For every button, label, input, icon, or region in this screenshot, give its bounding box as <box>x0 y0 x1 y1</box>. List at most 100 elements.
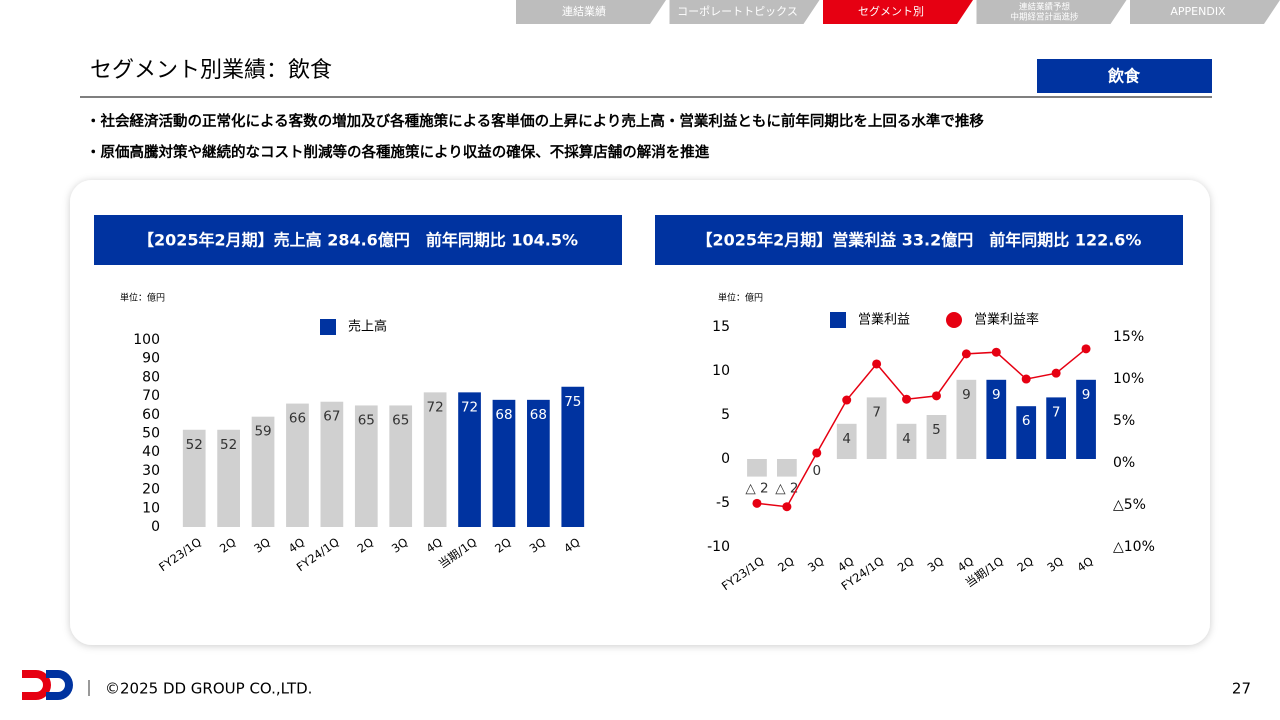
y2-tick-label: 0% <box>1113 455 1135 471</box>
logo <box>22 670 73 700</box>
value-label: △ 2 <box>775 481 798 497</box>
nav-tab <box>976 0 1127 24</box>
bar <box>182 429 206 527</box>
bar <box>1046 397 1066 459</box>
tag-box <box>1037 59 1212 93</box>
line-point <box>1051 368 1061 378</box>
value-label: 4 <box>842 431 851 447</box>
line-point <box>991 347 1001 357</box>
bullet: ・原価高騰対策や継続的なコスト削減等の各種施策により収益の確保、不採算店舗の解消… <box>86 143 710 161</box>
value-label: 59 <box>254 424 271 440</box>
line-point <box>752 498 762 508</box>
y2-tick-label: 5% <box>1113 413 1135 429</box>
value-label: 0 <box>812 463 821 479</box>
y-tick-label: 15 <box>712 319 730 335</box>
legend-swatch <box>320 319 336 335</box>
chart-title: 【2025年2月期】売上高 284.6億円 前年同期比 104.5% <box>138 231 578 250</box>
bar <box>458 392 481 527</box>
nav-tab-label: 中期経営計画進捗 <box>1010 12 1079 23</box>
nav-tab <box>823 0 973 24</box>
bar <box>986 379 1007 459</box>
unit-label: 単位：億円 <box>718 292 763 304</box>
bar <box>423 392 447 527</box>
y-tick-label: 10 <box>142 500 160 516</box>
bullet: ・社会経済活動の正常化による客数の増加及び各種施策による客単価の上昇により売上高… <box>86 112 984 130</box>
y-tick-label: -10 <box>707 539 730 555</box>
copyright: ©2025 DD GROUP CO.,LTD. <box>105 680 312 698</box>
bar <box>286 403 309 527</box>
bar <box>389 405 413 527</box>
bar <box>561 386 585 527</box>
y-tick-label: 20 <box>142 482 160 498</box>
value-label: 72 <box>461 399 478 415</box>
y-tick-label: 30 <box>142 463 160 479</box>
nav-tab-label: 連結業績 <box>562 4 606 18</box>
nav-tab-label: コーポレートトピックス <box>677 5 798 18</box>
y2-tick-label: 15% <box>1113 329 1144 345</box>
value-label: 67 <box>323 409 340 425</box>
line <box>756 348 1087 508</box>
legend-label: 売上高 <box>348 319 387 335</box>
bar <box>896 423 917 459</box>
value-label: 52 <box>220 437 237 453</box>
nav-tab-label: 連結業績予想 <box>1019 2 1071 13</box>
bar <box>866 397 887 459</box>
line-point <box>872 359 882 369</box>
chart-header <box>94 215 622 265</box>
line-point <box>782 502 792 512</box>
y-tick-label: 10 <box>712 363 730 379</box>
value-label: 9 <box>992 387 1001 403</box>
page-title: セグメント別業績：飲食 <box>90 58 332 83</box>
line-point <box>961 349 971 359</box>
tag: 飲食 <box>1107 67 1141 86</box>
nav-tab <box>1130 0 1280 24</box>
bar <box>926 415 947 459</box>
y2-tick-label: 10% <box>1113 371 1144 387</box>
value-label: 6 <box>1022 413 1031 429</box>
y-tick-label: 0 <box>151 519 160 535</box>
value-label: 65 <box>392 412 409 428</box>
line-point <box>931 391 941 401</box>
nav-tab <box>669 0 820 24</box>
bar <box>251 416 275 527</box>
y-tick-label: 5 <box>721 407 730 423</box>
legend-swatch <box>830 312 846 328</box>
value-label: 4 <box>902 431 911 447</box>
line-point <box>812 448 822 458</box>
line-point <box>1081 344 1091 354</box>
bar <box>1076 379 1096 459</box>
value-label: 75 <box>564 394 581 410</box>
charts: 【2025年2月期】売上高 284.6億円 前年同期比 104.5% 単位：億円 0… <box>94 215 1183 593</box>
value-label: 68 <box>530 407 547 423</box>
bar <box>217 429 240 527</box>
value-label: 52 <box>186 437 203 453</box>
bar <box>320 401 344 527</box>
value-label: 7 <box>1052 404 1061 420</box>
value-label: 68 <box>495 407 512 423</box>
chart-title: 【2025年2月期】営業利益 33.2億円 前年同期比 122.6% <box>697 231 1142 250</box>
chart-header <box>655 215 1183 265</box>
value-label: 5 <box>932 422 941 438</box>
y2-tick-label: △10% <box>1113 539 1155 555</box>
y-tick-label: 80 <box>142 369 160 385</box>
legend-swatch <box>946 312 962 328</box>
bar <box>747 459 767 477</box>
page-number: 27 <box>1232 680 1251 698</box>
legend-label: 営業利益 <box>858 312 910 328</box>
bar <box>492 399 516 527</box>
legend-label: 営業利益率 <box>974 312 1039 328</box>
y-tick-label: -5 <box>716 495 730 511</box>
bar <box>1016 406 1037 459</box>
value-label: 72 <box>427 399 444 415</box>
line-point <box>902 394 912 404</box>
y-tick-label: 70 <box>142 388 160 404</box>
line-point <box>1021 374 1031 384</box>
bar <box>956 379 977 459</box>
y2-tick-label: △5% <box>1113 497 1146 513</box>
y-tick-label: 60 <box>142 407 160 423</box>
value-label: 9 <box>962 387 971 403</box>
nav-tab-label: APPENDIX <box>1170 5 1226 18</box>
card <box>70 180 1210 645</box>
